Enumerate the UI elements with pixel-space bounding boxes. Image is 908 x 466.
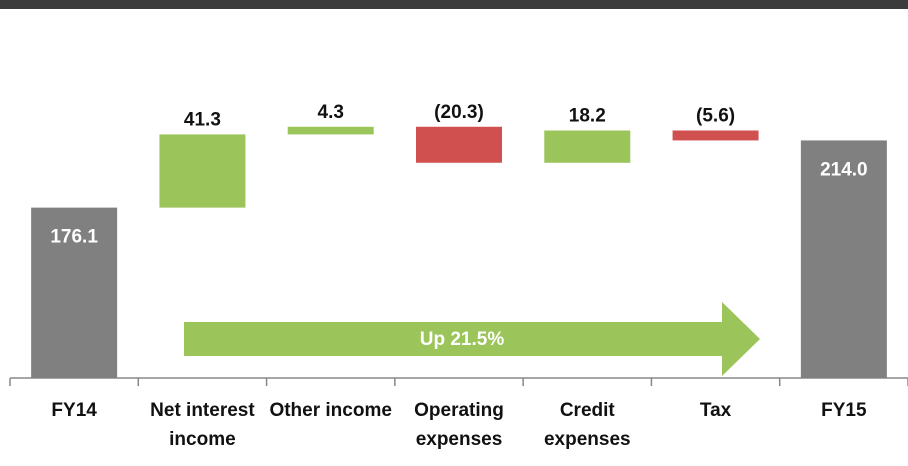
delta-bar (672, 130, 759, 141)
title-bar (0, 0, 908, 9)
x-tick-label: Operating expenses (414, 400, 504, 450)
x-tick-label: FY14 (51, 400, 97, 421)
delta-bar (287, 126, 374, 135)
value-label: 4.3 (318, 102, 344, 123)
total-bar (31, 207, 118, 378)
value-label: 18.2 (569, 106, 606, 127)
x-tick-label: Credit expenses (543, 400, 631, 450)
x-tick-label: Other income (269, 400, 392, 421)
x-tick-label: Tax (699, 400, 732, 421)
total-bar (800, 140, 887, 378)
value-label: 176.1 (50, 227, 98, 248)
value-label: 214.0 (820, 159, 868, 180)
value-label: (5.6) (696, 106, 735, 127)
x-tick-label: Net interest income (150, 400, 255, 450)
growth-arrow (184, 302, 760, 376)
delta-bar (544, 130, 631, 163)
delta-bar (159, 134, 246, 208)
x-tick-label: FY15 (821, 400, 867, 421)
value-label: (20.3) (434, 102, 484, 123)
annotation: Up 21.5% (420, 329, 505, 350)
value-label: 41.3 (184, 109, 221, 130)
delta-bar (416, 126, 502, 163)
